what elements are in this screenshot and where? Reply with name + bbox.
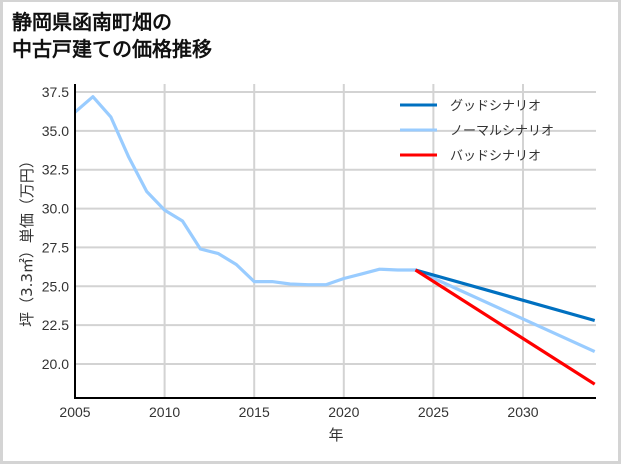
y-tick-label: 27.5 — [42, 239, 69, 255]
y-tick-label: 32.5 — [42, 162, 69, 178]
y-tick-label: 35.0 — [42, 123, 69, 139]
axes — [74, 84, 596, 399]
gridlines — [75, 84, 596, 398]
y-axis-label: 坪（3.3㎡）単価（万円） — [18, 153, 36, 327]
y-tick-label: 37.5 — [42, 84, 69, 100]
y-tick-label: 30.0 — [42, 201, 69, 217]
x-tick-label: 2020 — [328, 404, 359, 420]
y-tick-label: 25.0 — [42, 278, 69, 294]
x-tick-label: 2010 — [149, 404, 180, 420]
x-tick-label: 2025 — [418, 404, 449, 420]
series-line-0 — [415, 268, 596, 323]
chart-title: 静岡県函南町畑の 中古戸建ての価格推移 — [12, 9, 212, 63]
series-line-2 — [414, 268, 596, 386]
legend-label-2: バッドシナリオ — [450, 149, 541, 164]
x-tick-label: 2030 — [507, 404, 538, 420]
chart-title-line2: 中古戸建ての価格推移 — [12, 37, 212, 61]
legend-label-1: ノーマルシナリオ — [450, 124, 554, 139]
y-tick-label: 20.0 — [42, 356, 69, 372]
x-axis-label: 年 — [328, 426, 343, 444]
chart-title-line1: 静岡県函南町畑の — [12, 10, 172, 34]
x-tick-label: 2015 — [239, 404, 270, 420]
x-tick-label: 2005 — [59, 404, 90, 420]
y-tick-label: 22.5 — [42, 317, 69, 333]
data-series — [73, 95, 596, 386]
tick-labels: 2005 2010 2015 2020 2025 2030 20.0 22.5 25.0 27.5… — [42, 84, 539, 420]
series-line-1 — [73, 95, 596, 354]
legend-label-0: グッドシナリオ — [450, 99, 541, 114]
